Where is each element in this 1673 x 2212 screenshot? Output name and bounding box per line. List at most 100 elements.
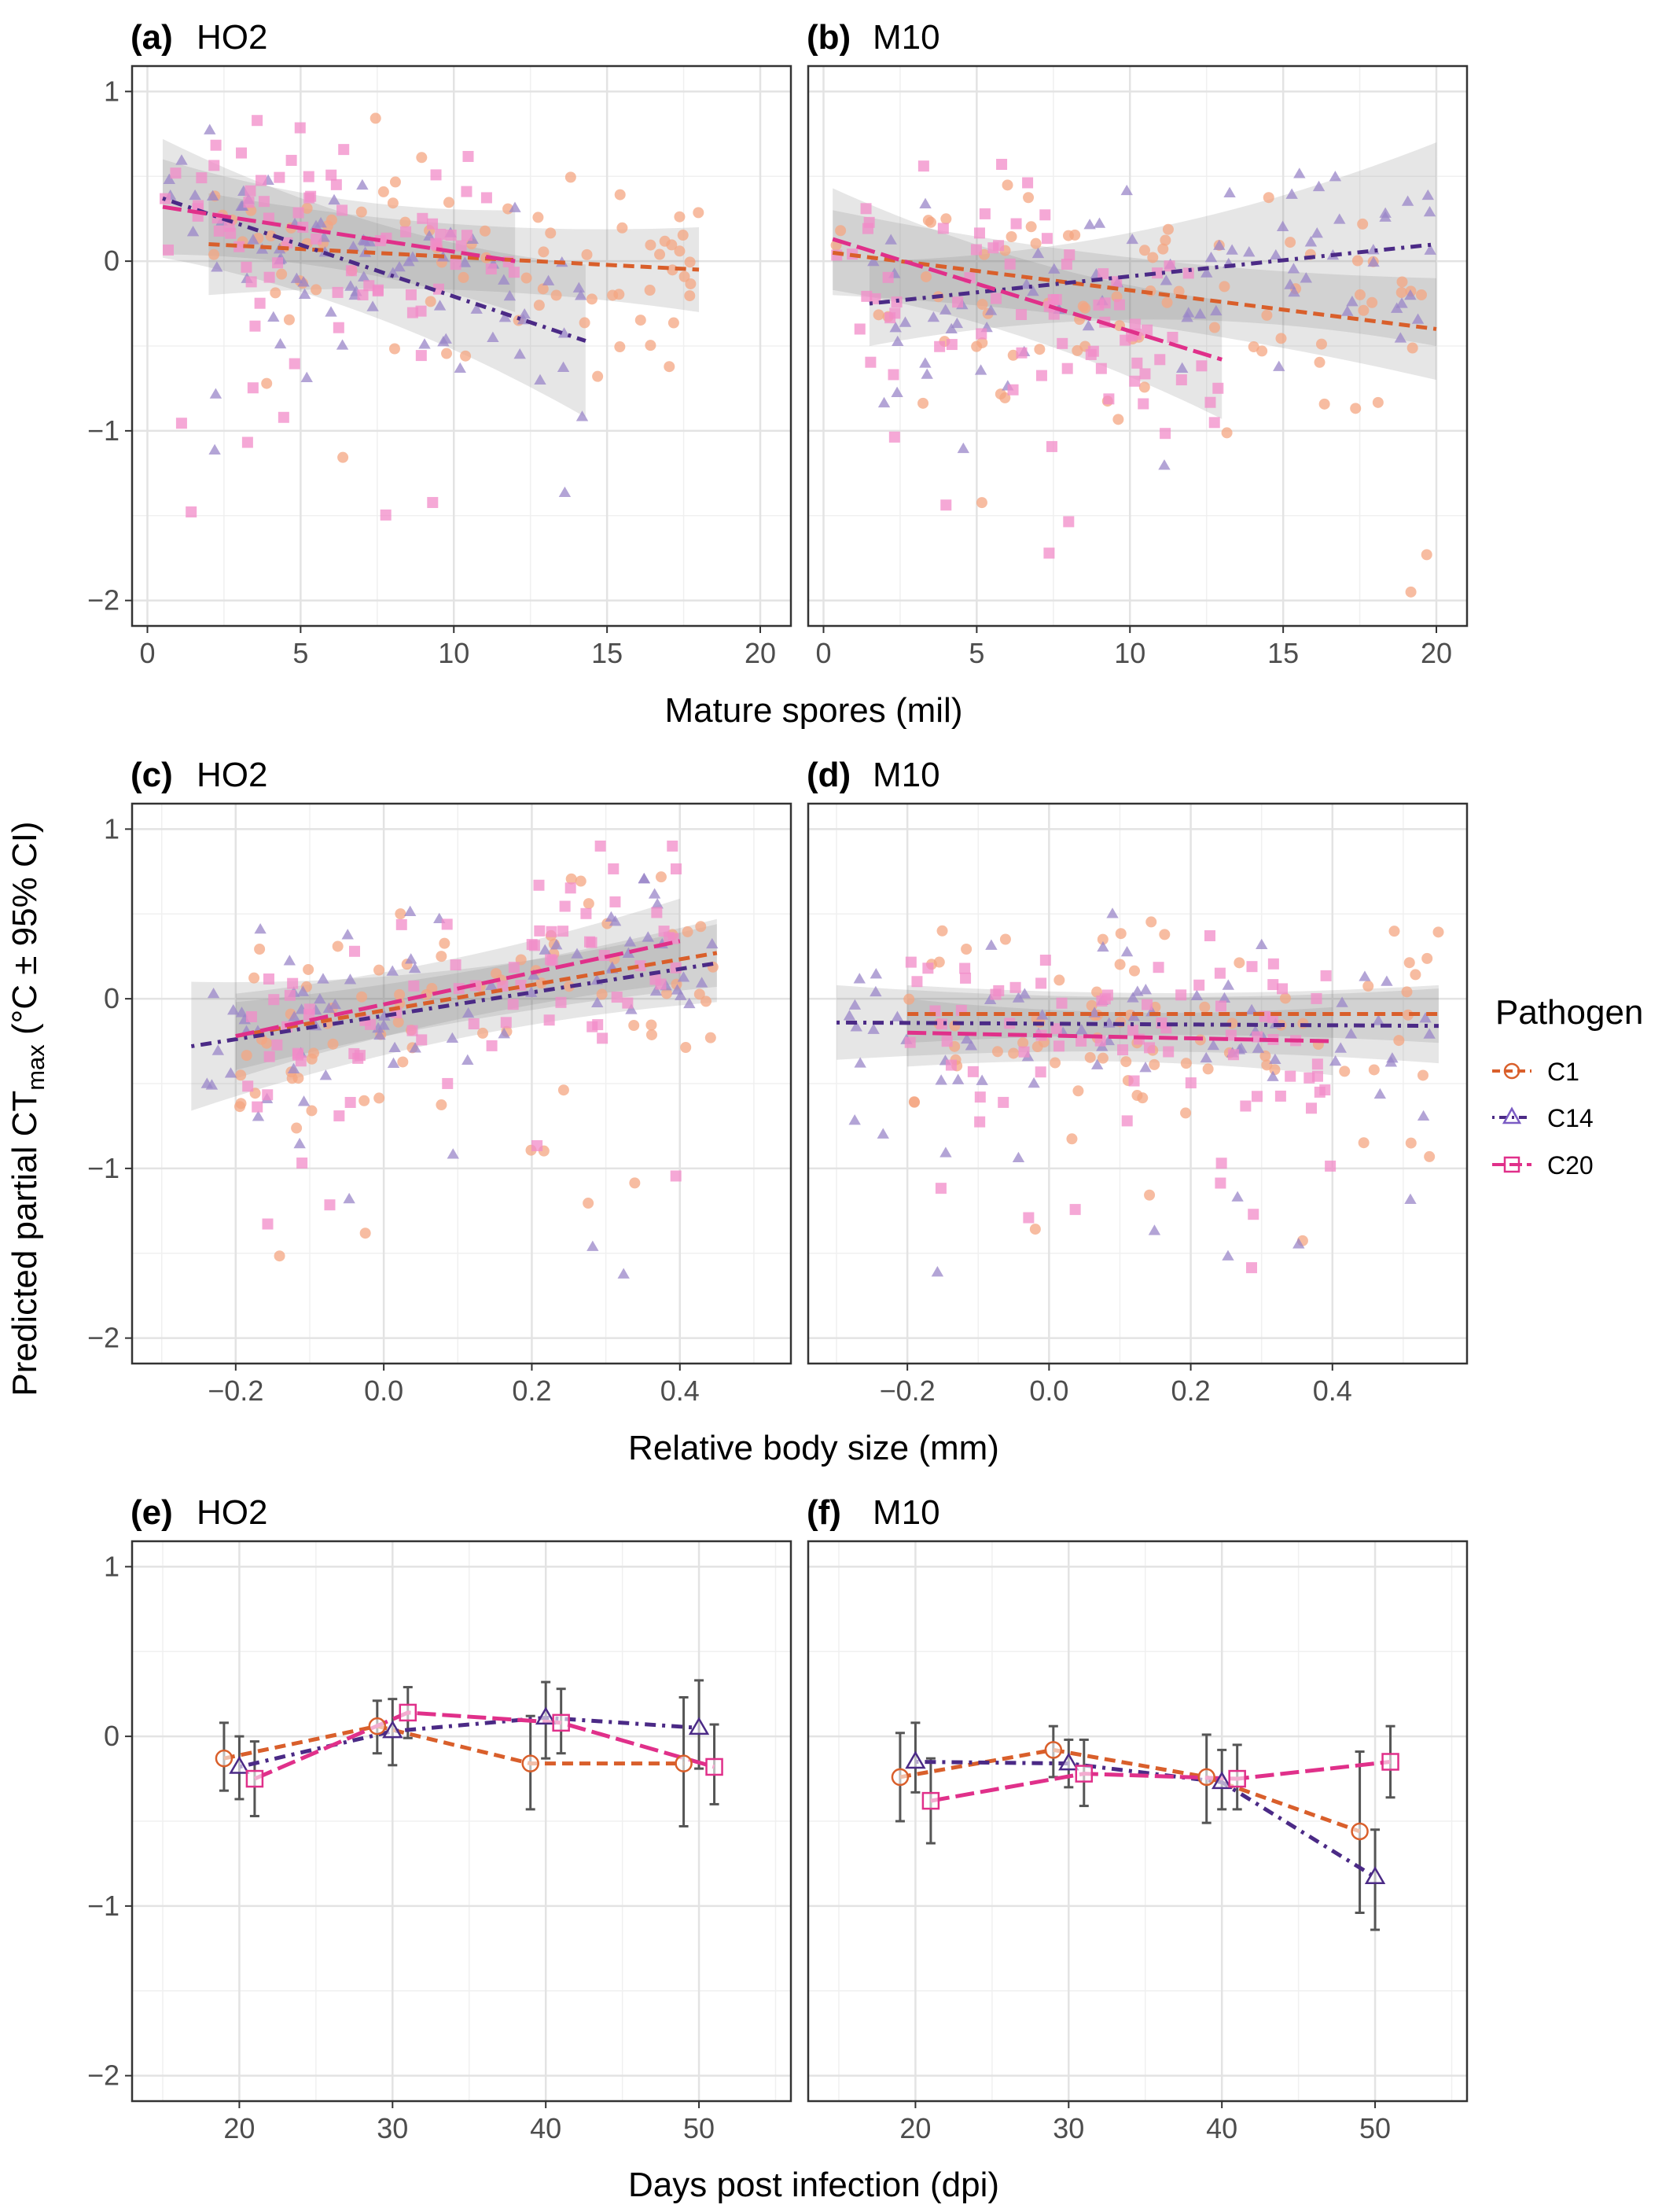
- data-point-c14: [1190, 989, 1204, 1000]
- data-point-c14: [485, 979, 498, 990]
- data-point-c1: [1062, 230, 1074, 241]
- data-point-c14: [974, 364, 987, 375]
- data-point-c20: [1227, 1049, 1239, 1061]
- data-point-c20: [500, 1017, 512, 1029]
- panel-site: M10: [873, 1493, 940, 1532]
- data-point-c20: [1175, 989, 1187, 1001]
- data-point-c14: [1401, 195, 1414, 206]
- data-point-c14: [186, 226, 200, 237]
- x-tick-label: 20: [1421, 637, 1452, 669]
- series-line-c20: [930, 1759, 1391, 1803]
- data-point-c20: [245, 276, 257, 288]
- data-point-c1: [436, 951, 447, 962]
- panel-site: HO2: [197, 756, 267, 794]
- data-point-c20: [1050, 293, 1062, 305]
- data-point-c14: [446, 1032, 459, 1043]
- data-point-c14: [1243, 246, 1256, 257]
- data-point-c14: [439, 333, 452, 344]
- data-point-c20: [946, 339, 958, 351]
- data-point-c20: [1277, 983, 1289, 995]
- data-point-c14: [378, 1010, 391, 1021]
- data-point-c14: [867, 1023, 880, 1034]
- data-point-c14: [1346, 296, 1359, 307]
- data-point-c1: [1180, 1058, 1192, 1069]
- data-point-c1: [248, 972, 260, 984]
- fit-line-c20: [235, 939, 681, 1039]
- data-point-c20: [236, 147, 248, 159]
- data-point-c20: [1041, 233, 1053, 245]
- data-point-c20: [1039, 955, 1051, 966]
- data-point-c14: [575, 289, 587, 300]
- data-point-c1: [1029, 1224, 1041, 1235]
- series-line-c1: [899, 1747, 1361, 1834]
- data-point-c20: [863, 216, 875, 228]
- data-point-c14: [935, 1074, 947, 1085]
- data-point-c14: [677, 971, 690, 982]
- data-point-c14: [617, 1268, 630, 1279]
- data-point-c14: [498, 311, 512, 322]
- data-point-c14: [293, 1137, 306, 1149]
- data-point-c1: [1415, 289, 1427, 300]
- data-point-c20: [415, 350, 427, 362]
- data-point-c20: [860, 203, 872, 215]
- data-point-c20: [263, 271, 275, 283]
- data-point-c1: [1421, 952, 1433, 964]
- data-point-c1: [917, 397, 929, 409]
- data-point-c14: [1270, 248, 1282, 260]
- data-point-c20: [1069, 1204, 1081, 1216]
- data-point-c14: [1341, 305, 1354, 316]
- panel-tag: (a): [131, 18, 173, 57]
- data-point-c1: [1138, 245, 1150, 256]
- x-tick-label: 30: [377, 2112, 408, 2144]
- data-point-c14: [575, 410, 589, 421]
- data-point-c14: [1175, 362, 1189, 373]
- data-point-c20: [196, 172, 208, 184]
- data-point-c1: [1221, 427, 1233, 439]
- data-point-c20: [1063, 516, 1075, 528]
- data-point-c20: [1076, 1035, 1087, 1047]
- data-point-c1: [241, 1050, 252, 1062]
- data-point-c14: [1027, 285, 1039, 296]
- data-point-c20: [1095, 363, 1107, 374]
- data-point-c20: [1212, 382, 1224, 394]
- data-point-c20: [917, 160, 929, 172]
- data-point-c14: [298, 288, 311, 299]
- x-tick-label: 0: [139, 637, 155, 669]
- data-point-c14: [591, 996, 604, 1007]
- data-point-c20: [1129, 318, 1141, 330]
- data-point-c1: [614, 189, 626, 201]
- data-point-c14: [1372, 1014, 1385, 1025]
- series-marker-c14: [905, 1750, 926, 1769]
- data-point-c1: [477, 1027, 489, 1039]
- panel-5: (e) HO2 20 30 40 50 −2 −1 0 1: [87, 1493, 792, 2144]
- data-point-c1: [655, 871, 667, 883]
- data-point-c14: [447, 1148, 459, 1159]
- data-point-c14: [586, 1240, 599, 1251]
- data-point-c1: [1318, 398, 1330, 410]
- panel-site: HO2: [197, 1493, 267, 1532]
- data-point-c20: [888, 369, 899, 381]
- data-point-c14: [877, 396, 891, 408]
- data-point-c20: [380, 509, 392, 521]
- data-point-c20: [287, 977, 299, 989]
- data-point-c20: [865, 356, 877, 368]
- data-point-c14: [1423, 205, 1436, 217]
- data-point-c1: [613, 289, 625, 300]
- data-point-c20: [1142, 324, 1153, 336]
- data-point-c14: [1075, 1024, 1088, 1035]
- data-point-c14: [513, 348, 526, 359]
- series-marker-c20: [399, 1703, 417, 1722]
- data-point-c1: [674, 245, 686, 257]
- plot-area: [160, 112, 704, 521]
- panel-site: HO2: [197, 18, 267, 57]
- data-point-c14: [1148, 1224, 1161, 1235]
- data-point-c20: [990, 988, 1002, 1000]
- data-point-c1: [583, 898, 594, 910]
- data-point-c20: [241, 436, 253, 448]
- data-point-c20: [508, 962, 520, 974]
- data-point-c14: [319, 1069, 333, 1080]
- data-point-c20: [170, 167, 182, 179]
- data-point-c1: [693, 988, 705, 1000]
- data-point-c20: [586, 937, 598, 948]
